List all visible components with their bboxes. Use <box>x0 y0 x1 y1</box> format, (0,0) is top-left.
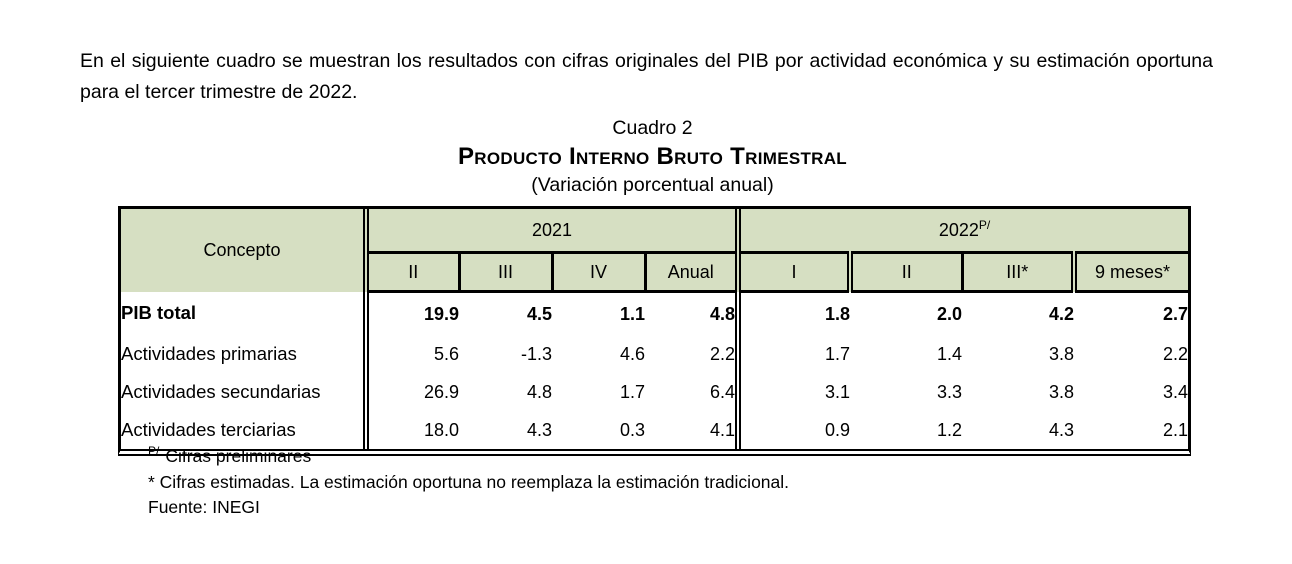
cell-value: 1.4 <box>850 335 963 373</box>
cell-value: 2.0 <box>850 291 963 335</box>
table-main-title: Producto Interno Bruto Trimestral <box>458 143 847 170</box>
footnote-preliminary: P/Cifras preliminares <box>148 444 789 470</box>
cell-value: 3.8 <box>962 373 1075 411</box>
intro-paragraph: En el siguiente cuadro se muestran los r… <box>80 49 1213 103</box>
cell-value: 1.1 <box>552 291 645 335</box>
cell-value: 4.8 <box>459 373 552 411</box>
footnote-estimated: * Cifras estimadas. La estimación oportu… <box>148 471 790 492</box>
cell-value: 18.0 <box>363 411 459 449</box>
header-2021-ii: II <box>363 252 459 293</box>
header-group-2022-superscript: P/ <box>978 217 991 232</box>
row-label: Actividades secundarias <box>121 373 366 411</box>
cell-value: 2.2 <box>1074 335 1189 373</box>
cell-value: 0.3 <box>552 411 645 449</box>
cell-value: 2.2 <box>645 335 739 373</box>
table-row-pib-total: PIB total 19.9 4.5 1.1 4.8 1.8 2.0 4.2 2… <box>121 291 1189 335</box>
cell-value: 4.5 <box>459 291 552 335</box>
cell-value: 2.1 <box>1074 411 1189 449</box>
cell-value: 4.2 <box>962 291 1075 335</box>
footnote-source: Fuente: INEGI <box>148 497 260 517</box>
cell-value: 3.1 <box>735 373 851 411</box>
cell-value: 3.8 <box>962 335 1075 373</box>
header-group-2022: 2022P/ <box>735 209 1189 254</box>
footnote-preliminary-superscript: P/ <box>148 444 160 459</box>
cell-value: 1.7 <box>552 373 645 411</box>
cell-value: 0.9 <box>735 411 851 449</box>
cell-value: 1.7 <box>735 335 851 373</box>
header-group-2022-label: 2022 <box>938 219 979 240</box>
cell-value: 3.3 <box>850 373 963 411</box>
cell-value: 5.6 <box>363 335 459 373</box>
cell-value: 4.6 <box>552 335 645 373</box>
row-label: Actividades terciarias <box>121 411 366 449</box>
cell-value: 1.2 <box>850 411 963 449</box>
row-label: PIB total <box>121 291 366 335</box>
header-2021-anual: Anual <box>643 252 739 293</box>
footnote-preliminary-text: Cifras preliminares <box>165 446 312 466</box>
table-row-actividades-secundarias: Actividades secundarias 26.9 4.8 1.7 6.4… <box>121 373 1189 411</box>
pib-table: Concepto 2021 2022P/ II III IV Anual I I… <box>121 209 1189 449</box>
pib-table-frame: Concepto 2021 2022P/ II III IV Anual I I… <box>118 206 1191 456</box>
cell-value: 4.3 <box>962 411 1075 449</box>
row-label: Actividades primarias <box>121 335 366 373</box>
header-group-2021: 2021 <box>362 209 739 254</box>
cell-value: 6.4 <box>645 373 739 411</box>
cell-value: 19.9 <box>363 291 459 335</box>
header-2022-i: I <box>735 252 851 293</box>
footnotes: P/Cifras preliminares * Cifras estimadas… <box>148 444 789 521</box>
cell-value: 26.9 <box>363 373 459 411</box>
table-row-actividades-primarias: Actividades primarias 5.6 -1.3 4.6 2.2 1… <box>121 335 1189 373</box>
table-row-actividades-terciarias: Actividades terciarias 18.0 4.3 0.3 4.1 … <box>121 411 1189 449</box>
header-2021-iv: IV <box>550 252 645 293</box>
header-2022-iii-estimated: III* <box>960 252 1075 293</box>
cell-value: 3.4 <box>1074 373 1189 411</box>
table-subtitle: (Variación porcentual anual) <box>531 174 774 196</box>
cell-value: 1.8 <box>735 291 851 335</box>
header-2022-9-meses: 9 meses* <box>1071 252 1189 293</box>
header-2021-iii: III <box>457 252 552 293</box>
cell-value: 2.7 <box>1074 291 1189 335</box>
table-number-title: Cuadro 2 <box>612 117 693 139</box>
cell-value: 4.1 <box>645 411 739 449</box>
cell-value: 4.8 <box>645 291 739 335</box>
header-2022-ii: II <box>847 252 963 293</box>
cell-value: 4.3 <box>459 411 552 449</box>
header-concepto: Concepto <box>121 209 366 292</box>
table-title-block: Cuadro 2 Producto Interno Bruto Trimestr… <box>118 114 1187 198</box>
cell-value: -1.3 <box>459 335 552 373</box>
